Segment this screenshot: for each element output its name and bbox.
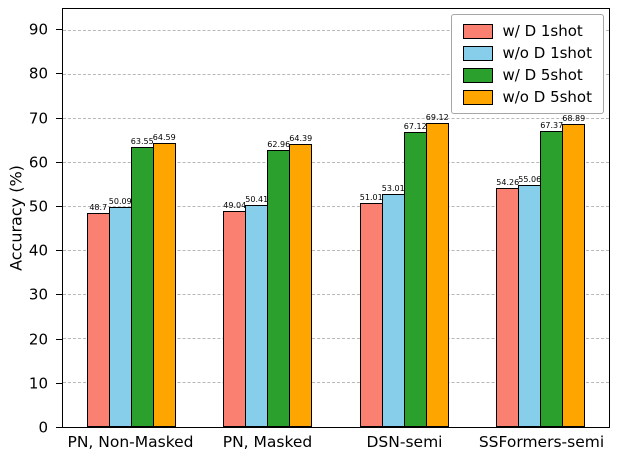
legend-swatch-icon [463, 67, 494, 83]
bar: 62.96 [267, 140, 291, 427]
y-tick-mark [56, 205, 62, 207]
bar-group: 51.01 53.01 67.12 69.12 [336, 9, 473, 427]
bar-value-label: 55.06 [518, 174, 542, 184]
y-tick-marks [56, 8, 62, 428]
bar-value-label: 64.59 [152, 132, 176, 142]
y-tick-mark [56, 382, 62, 384]
y-tick-mark [56, 29, 62, 31]
y-tick-label: 10 [28, 374, 48, 393]
bar: 67.37 [540, 121, 564, 427]
y-tick-mark [56, 427, 62, 428]
x-axis-category-labels: PN, Non-Masked PN, Masked DSN-semi SSFormer… [62, 433, 610, 451]
bar: 55.06 [518, 175, 542, 427]
y-tick-label: 30 [28, 285, 48, 304]
y-tick-label: 40 [28, 241, 48, 260]
bar-group: 54.26 55.06 67.37 68.89 [473, 9, 610, 427]
y-tick-label: 60 [28, 153, 48, 172]
bar: 54.26 [496, 178, 520, 427]
y-tick-mark [56, 161, 62, 163]
x-category-label: DSN-semi [366, 433, 443, 451]
bar-value-label: 67.12 [403, 121, 427, 131]
y-tick-labels: 0 10 20 30 40 50 60 70 80 90 [0, 8, 56, 435]
legend-swatch-icon [463, 89, 494, 105]
bar-group: 48.7 50.09 63.55 64.59 [63, 9, 200, 427]
y-tick-label: 0 [38, 418, 48, 437]
y-tick-label: 50 [28, 197, 48, 216]
bar: 64.39 [289, 134, 313, 427]
y-tick-label: 80 [28, 64, 48, 83]
legend-item: w/o D 5shot [463, 89, 592, 105]
y-tick-label: 90 [28, 20, 48, 39]
bar: 49.04 [223, 201, 247, 427]
y-tick-mark [56, 338, 62, 340]
gridline [63, 382, 609, 383]
bar-value-label: 48.7 [89, 202, 108, 212]
legend-swatch-icon [463, 23, 494, 39]
bar-value-label: 54.26 [496, 178, 520, 188]
x-category-label: SSFormers-semi [478, 433, 605, 451]
plot-area: 48.7 50.09 63.55 64.59 49.04 50.41 62.96 64.39 5… [62, 8, 610, 428]
y-tick-mark [56, 73, 62, 75]
y-tick-label: 20 [28, 330, 48, 349]
bar-groups: 48.7 50.09 63.55 64.59 49.04 50.41 62.96 64.39 5… [63, 9, 609, 427]
legend-label: w/o D 5shot [502, 88, 592, 106]
bar: 67.12 [403, 122, 427, 427]
y-tick-mark [56, 294, 62, 296]
legend-item: w/o D 1shot [463, 45, 592, 61]
legend-swatch-icon [463, 45, 494, 61]
bar: 69.12 [425, 113, 449, 427]
bar: 63.55 [130, 137, 154, 427]
x-category-label: PN, Masked [222, 433, 313, 451]
bar-value-label: 67.37 [540, 120, 564, 130]
y-tick-mark [56, 117, 62, 119]
gridline [63, 250, 609, 251]
legend-item: w/ D 1shot [463, 23, 592, 39]
bar-value-label: 49.04 [223, 201, 247, 211]
y-tick-mark [56, 250, 62, 252]
gridline [63, 74, 609, 75]
bar-value-label: 68.89 [562, 113, 586, 123]
legend-item: w/ D 5shot [463, 67, 592, 83]
legend-label: w/ D 5shot [502, 66, 583, 84]
x-category-label: PN, Non-Masked [67, 433, 194, 451]
legend-label: w/ D 1shot [502, 22, 583, 40]
gridline [63, 30, 609, 31]
y-tick-label: 70 [28, 109, 48, 128]
bar-group: 49.04 50.41 62.96 64.39 [200, 9, 337, 427]
bar: 64.59 [152, 133, 176, 427]
bar-value-label: 69.12 [425, 112, 449, 122]
bar: 68.89 [562, 114, 586, 427]
bar: 50.41 [245, 195, 269, 427]
legend: w/ D 1shot w/o D 1shot w/ D 5shot w/o D 5sh… [451, 14, 604, 114]
bar: 53.01 [381, 184, 405, 427]
gridline [63, 294, 609, 295]
bar-value-label: 51.01 [359, 192, 383, 202]
bar-value-label: 50.09 [108, 196, 132, 206]
bar-value-label: 62.96 [267, 139, 291, 149]
gridline [63, 118, 609, 119]
gridline [63, 338, 609, 339]
bar-value-label: 64.39 [289, 133, 313, 143]
bar-value-label: 50.41 [245, 195, 269, 205]
bar: 48.7 [86, 203, 110, 427]
legend-label: w/o D 1shot [502, 44, 592, 62]
bar-value-label: 53.01 [381, 183, 405, 193]
bar-value-label: 63.55 [130, 137, 154, 147]
bar: 50.09 [108, 197, 132, 427]
bar: 51.01 [359, 193, 383, 427]
gridline [63, 162, 609, 163]
gridline [63, 206, 609, 207]
